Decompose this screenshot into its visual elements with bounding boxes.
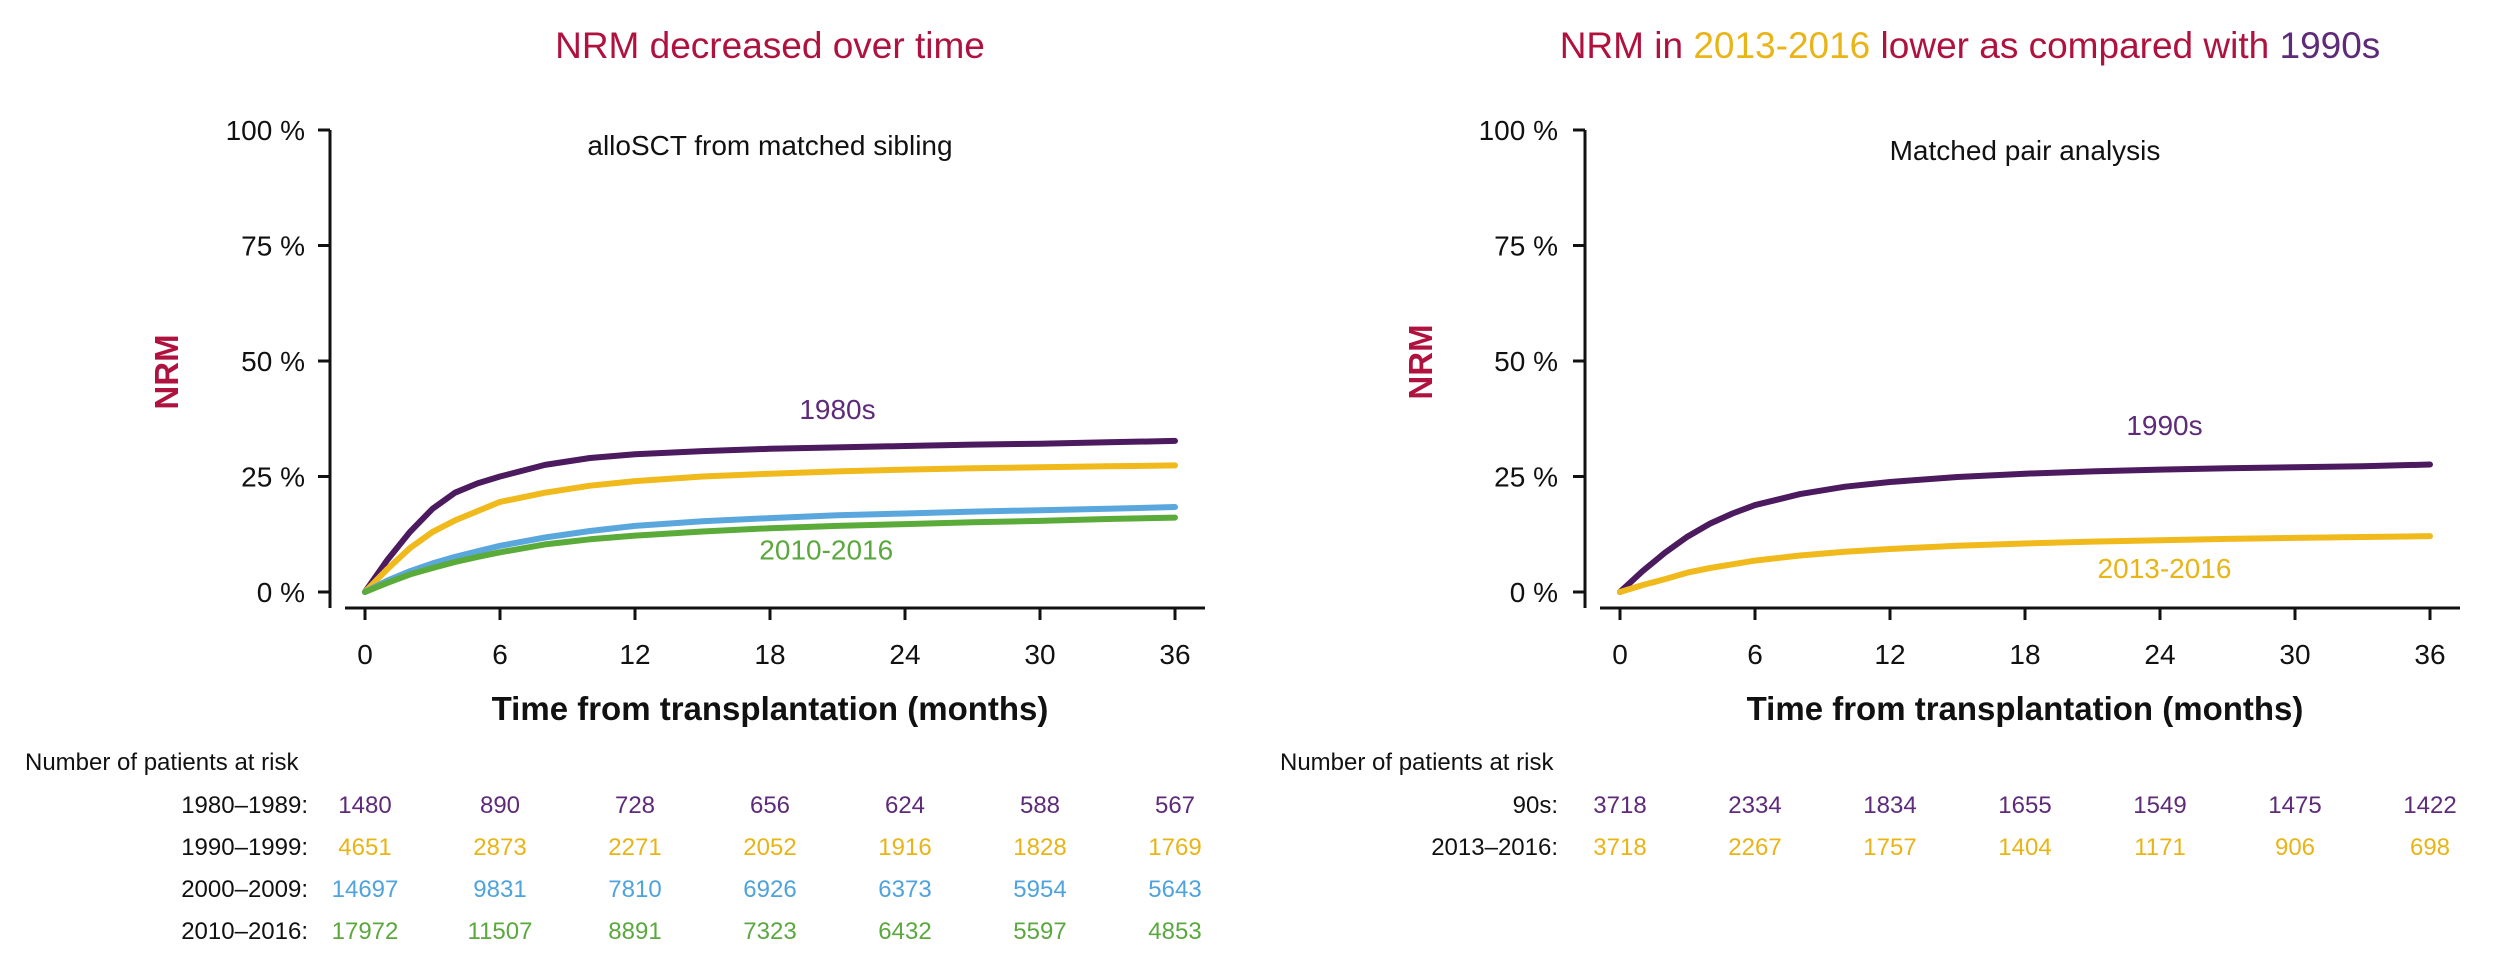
risk-value: 2271	[608, 834, 661, 861]
series-line-s2000	[362, 504, 1178, 595]
y-axis-label: NRM	[1402, 324, 1439, 399]
series-label-1: 1990s	[2126, 410, 2202, 441]
series-line-s1980	[362, 437, 1178, 595]
risk-value: 624	[885, 792, 925, 819]
risk-value: 1916	[878, 834, 931, 861]
series-line-s2010	[362, 514, 1178, 595]
risk-value: 588	[1020, 792, 1060, 819]
risk-row-label: 1990–1999:	[181, 834, 308, 861]
risk-value: 5597	[1013, 918, 1066, 945]
risk-row-label: 2000–2009:	[181, 876, 308, 903]
risk-value: 2873	[473, 834, 526, 861]
y-tick-label: 75 %	[241, 231, 305, 262]
y-tick-label: 75 %	[1494, 231, 1558, 262]
risk-value: 17972	[332, 918, 399, 945]
y-tick-label: 50 %	[241, 346, 305, 377]
x-axis-label: Time from transplantation (months)	[1747, 690, 2304, 727]
x-tick-label: 30	[2279, 639, 2310, 670]
risk-row-label: 1980–1989:	[181, 792, 308, 819]
series-label-2: 2010-2016	[759, 535, 893, 566]
risk-value: 698	[2410, 834, 2450, 861]
x-tick-label: 18	[2009, 639, 2040, 670]
x-tick-label: 12	[619, 639, 650, 670]
risk-value: 11507	[468, 918, 533, 945]
risk-value: 6373	[878, 876, 931, 903]
risk-table-header: Number of patients at risk	[25, 749, 299, 776]
risk-value: 3718	[1593, 834, 1646, 861]
risk-value: 1769	[1148, 834, 1201, 861]
risk-row-label: 2010–2016:	[181, 918, 308, 945]
x-tick-label: 24	[2144, 639, 2175, 670]
y-tick-label: 0 %	[1510, 577, 1558, 608]
risk-row-label: 90s:	[1513, 792, 1558, 819]
y-tick-label: 25 %	[1494, 462, 1558, 493]
series-label-1: 1980s	[799, 394, 875, 425]
risk-value: 656	[750, 792, 790, 819]
series-line-s1990s	[1617, 461, 2433, 595]
chart-panel-2: NRM in 2013-2016 lower as compared with …	[1280, 25, 2460, 861]
risk-value: 6432	[878, 918, 931, 945]
chart-title: NRM in 2013-2016 lower as compared with …	[1560, 25, 2381, 66]
chart-title: NRM decreased over time	[555, 25, 985, 66]
risk-value: 1828	[1013, 834, 1066, 861]
chart-title-part-2: 2013-2016	[1693, 25, 1870, 66]
risk-value: 1404	[1998, 834, 2051, 861]
series-line-s1990	[362, 462, 1178, 595]
risk-row-label: 2013–2016:	[1431, 834, 1558, 861]
risk-value: 1757	[1863, 834, 1916, 861]
risk-value: 14697	[332, 876, 399, 903]
y-tick-label: 0 %	[257, 577, 305, 608]
y-axis-label: NRM	[148, 334, 185, 409]
x-axis-label: Time from transplantation (months)	[492, 690, 1049, 727]
risk-value: 1834	[1863, 792, 1916, 819]
risk-value: 5954	[1013, 876, 1066, 903]
x-tick-label: 24	[889, 639, 920, 670]
risk-value: 8891	[608, 918, 661, 945]
risk-table-header: Number of patients at risk	[1280, 749, 1554, 776]
risk-value: 7323	[743, 918, 796, 945]
chart-subtitle: Matched pair analysis	[1890, 135, 2161, 166]
risk-value: 4651	[338, 834, 391, 861]
risk-value: 2052	[743, 834, 796, 861]
risk-value: 1655	[1998, 792, 2051, 819]
x-tick-label: 30	[1024, 639, 1055, 670]
risk-value: 890	[480, 792, 520, 819]
chart-title-part-1: NRM in	[1560, 25, 1694, 66]
risk-value: 6926	[743, 876, 796, 903]
risk-value: 2267	[1728, 834, 1781, 861]
y-tick-label: 25 %	[241, 462, 305, 493]
risk-value: 1422	[2403, 792, 2456, 819]
chart-title-part-4: 1990s	[2280, 25, 2381, 66]
risk-value: 7810	[608, 876, 661, 903]
risk-value: 3718	[1593, 792, 1646, 819]
x-tick-label: 18	[754, 639, 785, 670]
chart-title-part-3: lower as compared with	[1870, 25, 2279, 66]
y-tick-label: 50 %	[1494, 346, 1558, 377]
series-line-s2013	[1617, 533, 2433, 595]
x-tick-label: 36	[2414, 639, 2445, 670]
risk-value: 1171	[2134, 834, 2186, 861]
risk-value: 906	[2275, 834, 2315, 861]
y-tick-label: 100 %	[1479, 115, 1558, 146]
x-tick-label: 0	[1612, 639, 1628, 670]
risk-value: 1475	[2268, 792, 2321, 819]
risk-value: 1549	[2133, 792, 2186, 819]
risk-value: 567	[1155, 792, 1195, 819]
x-tick-label: 12	[1874, 639, 1905, 670]
risk-value: 1480	[338, 792, 391, 819]
x-tick-label: 36	[1159, 639, 1190, 670]
chart-subtitle: alloSCT from matched sibling	[587, 130, 952, 161]
y-tick-label: 100 %	[226, 115, 305, 146]
risk-value: 9831	[473, 876, 526, 903]
chart-panel-1: NRM decreased over time alloSCT from matc…	[25, 25, 1205, 945]
x-tick-label: 6	[1747, 639, 1763, 670]
x-tick-label: 0	[357, 639, 373, 670]
x-tick-label: 6	[492, 639, 508, 670]
risk-value: 728	[615, 792, 655, 819]
series-label-2: 2013-2016	[2098, 553, 2232, 584]
risk-value: 5643	[1148, 876, 1201, 903]
risk-value: 4853	[1148, 918, 1201, 945]
risk-value: 2334	[1728, 792, 1781, 819]
